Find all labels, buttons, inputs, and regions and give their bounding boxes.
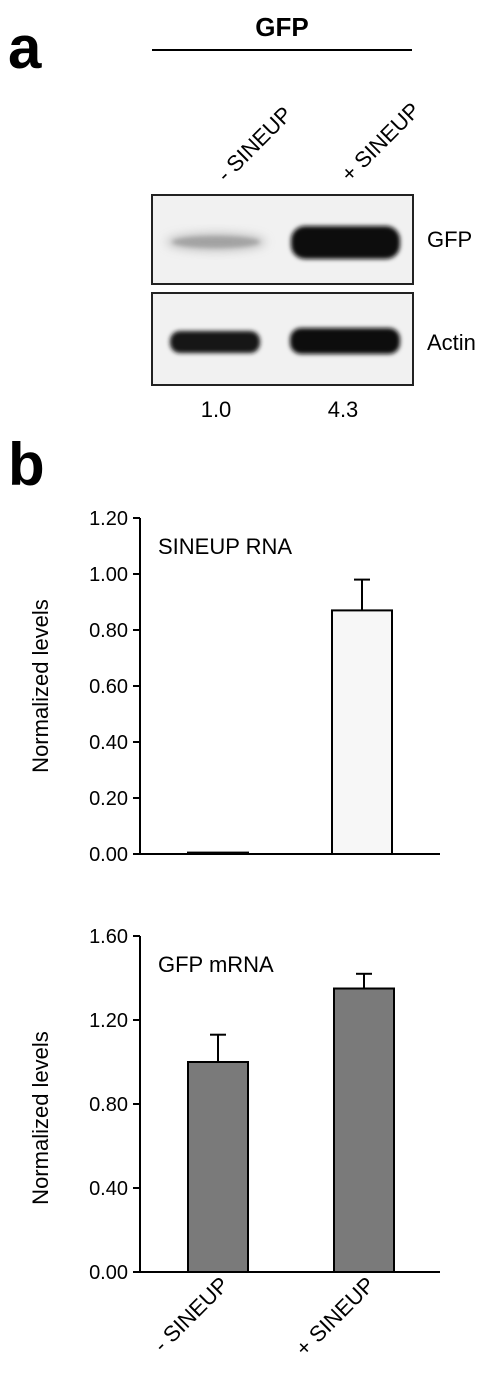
bar-plus-sineup — [333, 987, 395, 1273]
y-tick-label: 1.20 — [89, 508, 128, 530]
blot-header: GFP — [255, 12, 308, 42]
chart2-title: GFP mRNA — [158, 952, 274, 977]
actin-blot-label: Actin — [427, 330, 476, 355]
y-tick-label: 0.20 — [89, 788, 128, 810]
panel-a-letter: a — [8, 14, 42, 81]
bar-plus-sineup — [331, 609, 393, 856]
chart1-ylabel: Normalized levels — [28, 599, 53, 773]
bar-minus-sineup — [187, 1061, 249, 1273]
y-tick-label: 0.60 — [89, 676, 128, 698]
x-category-label: - SINEUP — [148, 1272, 233, 1357]
actin-band-plus — [290, 328, 400, 354]
gfp-blot — [151, 194, 414, 285]
y-tick-label: 0.80 — [89, 1094, 128, 1116]
y-tick-label: 1.20 — [89, 1010, 128, 1032]
gfp-band-plus — [291, 226, 400, 259]
sineup-rna-chart: SINEUP RNA Normalized levels 0.00 0.20 0.4… — [28, 508, 440, 866]
gfp-blot-label: GFP — [427, 227, 472, 252]
y-tick-label: 1.00 — [89, 564, 128, 586]
y-tick-label: 0.00 — [89, 844, 128, 866]
panel-b-letter: b — [8, 431, 45, 498]
y-tick-label: 0.80 — [89, 620, 128, 642]
chart1-title: SINEUP RNA — [158, 534, 292, 559]
y-tick-label: 1.60 — [89, 926, 128, 948]
actin-band-minus — [170, 331, 260, 353]
gfp-mrna-chart: GFP mRNA Normalized levels 0.00 0.40 0.80 1… — [28, 926, 440, 1361]
y-tick-label: 0.40 — [89, 732, 128, 754]
quant-value-minus: 1.0 — [201, 397, 232, 422]
quant-value-plus: 4.3 — [328, 397, 359, 422]
lane-label-plus: + SINEUP — [336, 98, 425, 187]
lane-label-minus: - SINEUP — [212, 101, 297, 186]
x-category-label: + SINEUP — [291, 1272, 380, 1361]
chart2-ylabel: Normalized levels — [28, 1031, 53, 1205]
y-tick-label: 0.40 — [89, 1178, 128, 1200]
y-tick-label: 0.00 — [89, 1262, 128, 1284]
bar-minus-sineup — [187, 851, 249, 855]
actin-blot — [151, 292, 414, 386]
